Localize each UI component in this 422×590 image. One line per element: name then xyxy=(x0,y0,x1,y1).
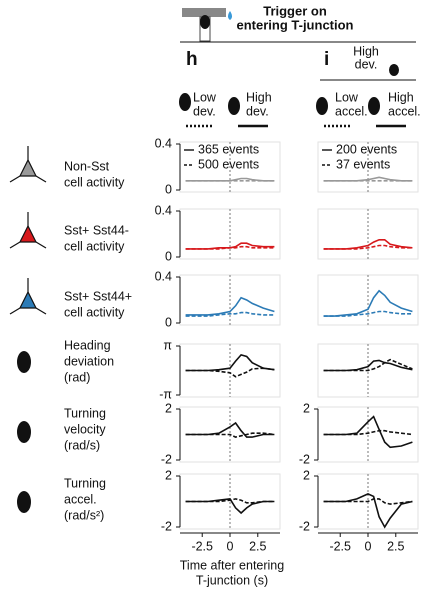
mouse-icon xyxy=(228,97,240,115)
series-line xyxy=(185,498,275,504)
row-label: deviation xyxy=(64,354,114,368)
row-label: cell activity xyxy=(64,305,125,319)
legend-label: 37 events xyxy=(336,157,390,171)
row-label: Heading xyxy=(64,338,111,352)
row-label: Non-Sst xyxy=(64,159,110,173)
mouse-icon xyxy=(368,97,380,115)
series-line xyxy=(185,245,275,250)
panel-letter: h xyxy=(186,49,198,70)
y-tick-label: 0 xyxy=(165,249,172,263)
condition-title: dev. xyxy=(355,57,378,71)
panel-letter: i xyxy=(324,49,329,70)
series-line xyxy=(323,358,413,372)
row-label: velocity xyxy=(64,422,106,436)
series-line xyxy=(185,311,275,317)
series-line xyxy=(185,432,275,438)
y-tick-label: π xyxy=(163,338,172,352)
y-tick-label: 0.4 xyxy=(155,269,172,283)
series-line xyxy=(323,310,413,317)
y-tick-label: 2 xyxy=(303,401,310,415)
y-tick-label: 0 xyxy=(165,315,172,329)
series-line xyxy=(323,498,413,505)
mouse-icon xyxy=(17,351,31,373)
row-label: Turning xyxy=(64,406,106,420)
condition-label: accel. xyxy=(335,104,368,118)
y-tick-label: -2 xyxy=(299,452,310,466)
series-line xyxy=(323,244,413,250)
figure-title: entering T-junction xyxy=(237,17,354,32)
y-tick-label: 0.4 xyxy=(155,203,172,217)
x-tick-label: 2.5 xyxy=(249,539,266,553)
y-tick-label: 0 xyxy=(165,182,172,196)
row-label: Sst+ Sst44+ xyxy=(64,289,132,303)
legend-label: 500 events xyxy=(198,157,259,171)
water-drop xyxy=(228,11,232,20)
row-label: accel. xyxy=(64,492,97,506)
neuron-icon xyxy=(9,146,47,315)
series-line xyxy=(185,367,275,378)
figure-title: Trigger on xyxy=(263,3,327,18)
x-tick-label: 0 xyxy=(365,539,372,553)
y-tick-label: 0.4 xyxy=(155,136,172,150)
condition-title: High xyxy=(353,44,379,58)
mouse-icon xyxy=(17,421,31,443)
x-tick-label: -2.5 xyxy=(329,539,351,553)
row-label: (rad/s) xyxy=(64,438,100,452)
mouse-icon xyxy=(17,491,31,513)
mouse-icon xyxy=(316,97,328,115)
mouse-icon xyxy=(200,15,210,29)
series-line xyxy=(323,429,413,436)
x-tick-label: 0 xyxy=(227,539,234,553)
legend-label: 200 events xyxy=(336,142,397,156)
y-tick-label: 2 xyxy=(165,401,172,415)
x-axis-label: Time after entering xyxy=(180,558,284,572)
row-label: (rad) xyxy=(64,370,90,384)
mouse-icon xyxy=(179,93,191,111)
mouse-icon xyxy=(389,64,399,76)
y-tick-label: 2 xyxy=(165,468,172,482)
condition-label: High xyxy=(388,90,414,104)
row-label: cell activity xyxy=(64,175,125,189)
row-label: Turning xyxy=(64,476,106,490)
series-line xyxy=(323,289,413,317)
x-axis-label: T-junction (s) xyxy=(196,573,268,587)
condition-label: dev. xyxy=(193,104,216,118)
y-tick-label: -2 xyxy=(161,452,172,466)
series-line xyxy=(185,296,275,316)
condition-label: dev. xyxy=(246,104,269,118)
condition-label: High xyxy=(246,90,272,104)
y-tick-label: 2 xyxy=(303,468,310,482)
condition-label: Low xyxy=(193,90,217,104)
x-tick-label: 2.5 xyxy=(387,539,404,553)
x-tick-label: -2.5 xyxy=(191,539,213,553)
condition-label: accel. xyxy=(388,104,421,118)
row-label: (rad/s²) xyxy=(64,508,104,522)
legend-label: 365 events xyxy=(198,142,259,156)
maze-bar xyxy=(182,8,226,17)
condition-label: Low xyxy=(335,90,359,104)
row-label: Sst+ Sst44- xyxy=(64,223,129,237)
y-tick-label: -2 xyxy=(299,519,310,533)
row-label: cell activity xyxy=(64,239,125,253)
y-tick-label: -2 xyxy=(161,519,172,533)
y-tick-label: -π xyxy=(159,387,172,401)
